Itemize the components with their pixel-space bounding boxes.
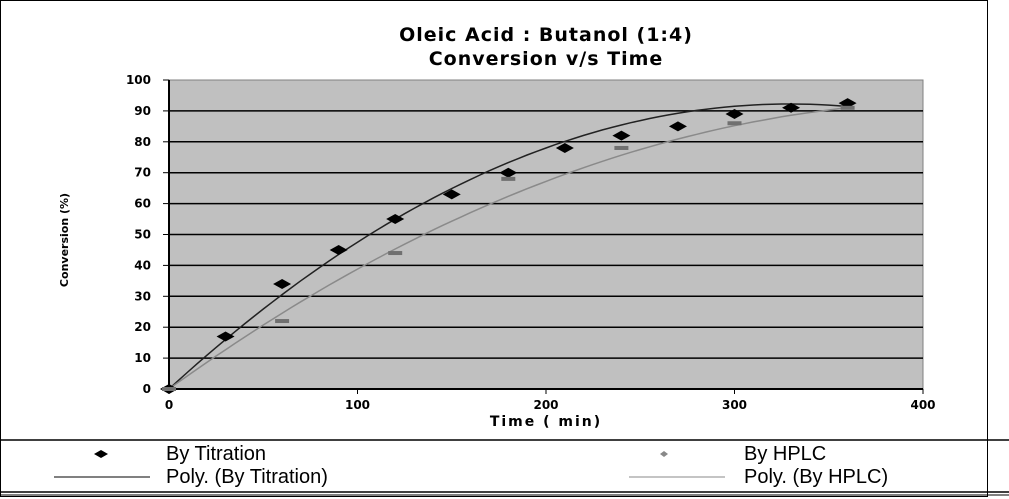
point-hplc <box>614 145 629 150</box>
y-tick-label: 20 <box>134 320 151 334</box>
point-hplc <box>275 319 290 324</box>
point-titration <box>216 331 235 342</box>
point-hplc <box>162 387 176 391</box>
y-tick-label: 60 <box>134 197 151 211</box>
point-hplc <box>840 105 855 110</box>
y-tick-label: 50 <box>134 228 151 242</box>
y-tick-label: 40 <box>134 258 151 272</box>
legend-label-titration-trend: Poly. (By Titration) <box>166 466 328 488</box>
y-tick-label: 100 <box>126 73 151 87</box>
y-tick-label: 80 <box>134 135 151 149</box>
point-hplc <box>727 121 742 126</box>
point-hplc <box>501 176 516 181</box>
legend-marker-titration <box>94 450 108 458</box>
legend-label-hplc-trend: Poly. (By HPLC) <box>744 466 889 488</box>
chart-border <box>0 0 988 497</box>
point-titration <box>555 142 574 153</box>
point-titration <box>499 167 518 178</box>
point-titration <box>273 278 292 289</box>
trendline-titration <box>168 103 848 390</box>
y-tick-label: 90 <box>134 104 151 118</box>
legend-label-hplc: By HPLC <box>744 443 827 465</box>
point-titration <box>725 108 744 119</box>
x-tick-label: 200 <box>533 398 558 412</box>
y-tick-label: 70 <box>134 166 151 180</box>
point-titration <box>442 189 461 200</box>
x-tick-label: 400 <box>910 398 935 412</box>
point-titration <box>386 214 405 225</box>
y-tick-label: 30 <box>134 289 151 303</box>
point-titration <box>668 121 687 132</box>
chart-title-line-1: Oleic Acid : Butanol (1:4) <box>399 24 693 46</box>
x-tick-label: 300 <box>722 398 747 412</box>
x-axis-label: Time ( min) <box>490 414 602 430</box>
y-tick-label: 0 <box>143 382 151 396</box>
legend-marker-hplc <box>660 451 668 457</box>
point-titration <box>838 98 857 109</box>
point-hplc <box>388 251 403 256</box>
point-titration <box>782 102 801 113</box>
y-tick-label: 10 <box>134 351 151 365</box>
x-tick-label: 0 <box>165 398 173 412</box>
x-tick-label: 100 <box>345 398 370 412</box>
trendline-hplc <box>168 107 848 390</box>
point-titration <box>612 130 631 141</box>
chart-title-line-2: Conversion v/s Time <box>428 48 664 70</box>
point-titration <box>329 244 348 255</box>
legend-label-titration: By Titration <box>166 443 267 465</box>
y-axis-label: Conversion (%) <box>58 193 71 287</box>
